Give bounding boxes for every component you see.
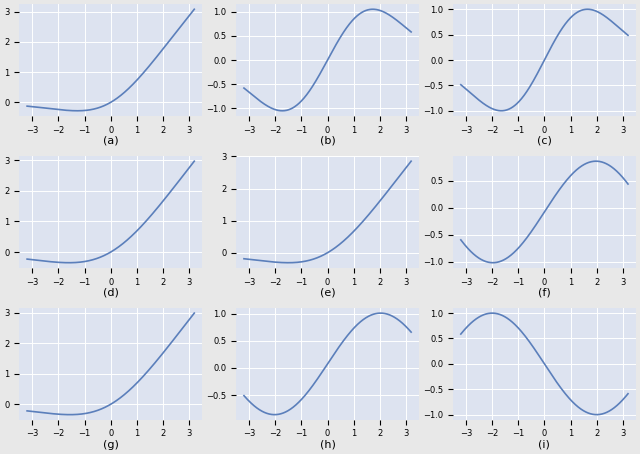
X-axis label: (f): (f) — [538, 288, 551, 298]
X-axis label: (a): (a) — [103, 136, 118, 146]
X-axis label: (d): (d) — [103, 288, 118, 298]
X-axis label: (i): (i) — [538, 440, 550, 450]
X-axis label: (c): (c) — [537, 136, 552, 146]
X-axis label: (h): (h) — [319, 440, 335, 450]
X-axis label: (g): (g) — [103, 440, 118, 450]
X-axis label: (b): (b) — [319, 136, 335, 146]
X-axis label: (e): (e) — [320, 288, 335, 298]
